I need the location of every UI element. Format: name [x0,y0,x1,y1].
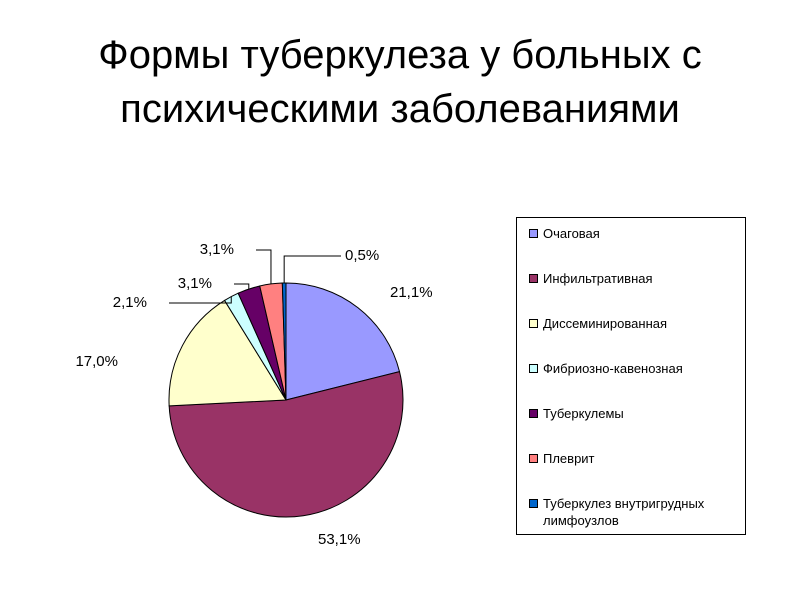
data-label: 17,0% [75,353,118,370]
legend-item: Инфильтративная [529,270,739,287]
pie-slice [168,299,287,407]
data-label: 21,1% [390,284,433,301]
legend-label: Диссеминированная [543,316,668,331]
legend-label: Плеврит [543,451,595,466]
legend-swatch [529,319,538,328]
leader-line [234,283,250,290]
legend-swatch [529,409,538,418]
legend-item: Туберкулемы [529,405,739,422]
data-label: 3,1% [200,241,234,258]
data-label: 2,1% [113,294,147,311]
pie-slice [285,282,401,401]
leader-line [169,296,232,304]
data-label: 53,1% [318,531,361,548]
legend-item: Диссеминированная [529,315,739,332]
data-label: 0,5% [345,247,379,264]
legend-swatch [529,499,538,508]
legend-label: Очаговая [543,226,600,241]
legend-label: Инфильтративная [543,271,653,286]
data-label: 3,1% [178,275,212,292]
legend-label: Туберкулемы [543,406,624,421]
legend-item: Плеврит [529,450,739,467]
legend-swatch [529,274,538,283]
legend-item: Очаговая [529,225,739,242]
legend-item: Фибриозно-кавенозная [529,360,739,377]
leader-line [283,255,341,284]
legend: Очаговая Инфильтративная Диссеминированная… [516,217,746,535]
legend-swatch [529,229,538,238]
pie-slice [168,371,404,518]
legend-label: Фибриозно-кавенозная [543,361,683,376]
chart-title: Формы туберкулеза у больных с психически… [98,33,702,131]
legend-swatch [529,364,538,373]
legend-swatch [529,454,538,463]
legend-item: Туберкулез внутригрудных лимфоузлов [529,495,739,529]
pie-slice [281,282,287,401]
legend-label: Туберкулез внутригрудных лимфоузлов [543,496,705,528]
leader-line [256,249,272,284]
